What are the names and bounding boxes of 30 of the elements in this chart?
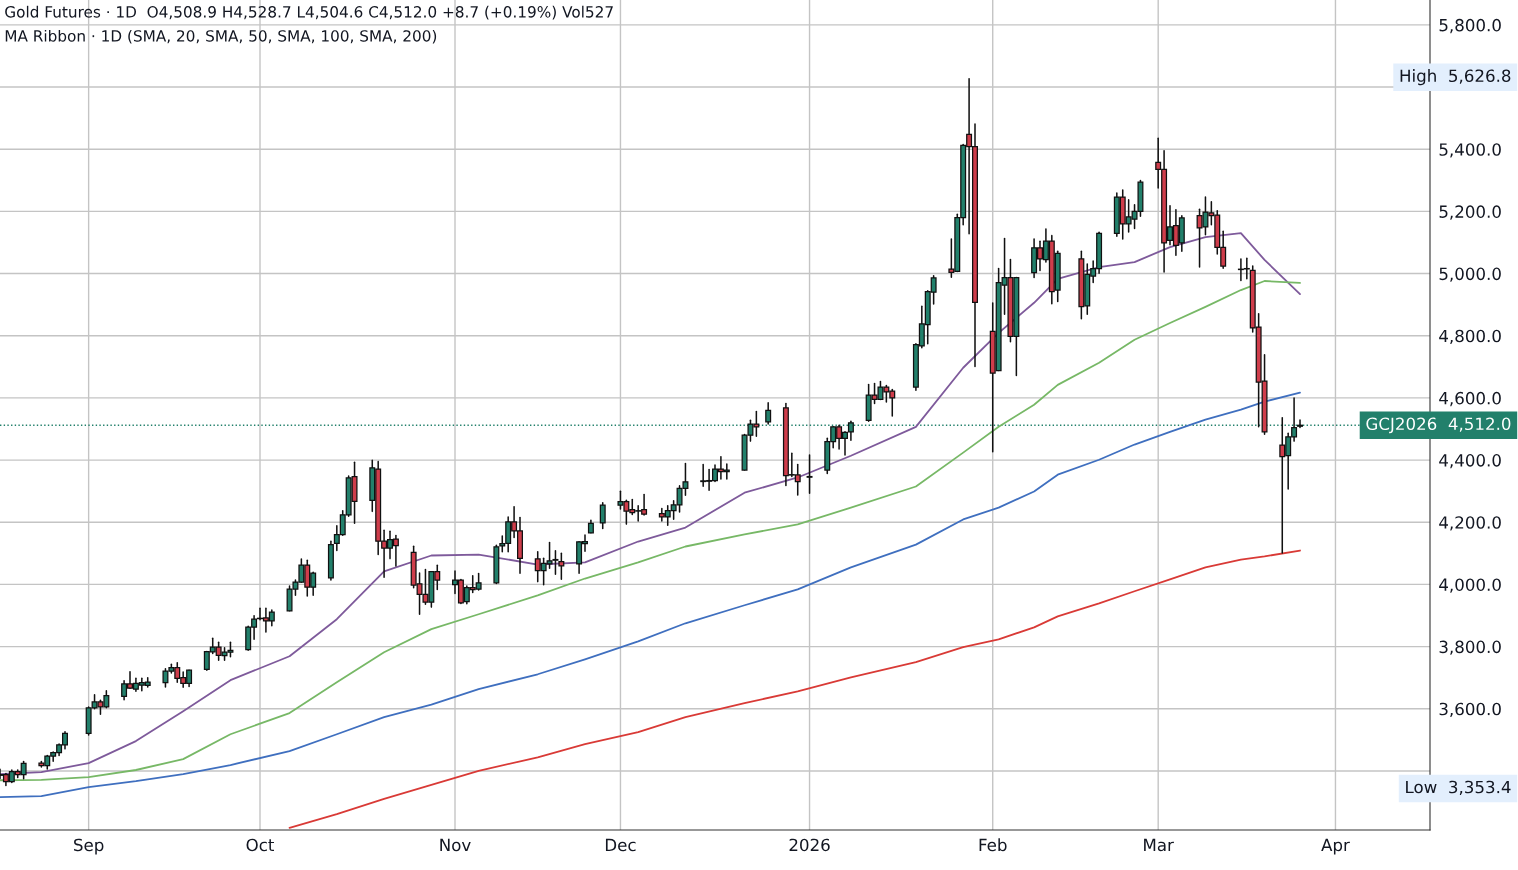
y-tick-label: 4,000.0 <box>1439 578 1501 593</box>
candlestick <box>765 402 772 425</box>
line-series <box>0 391 1301 798</box>
chart-title: Gold Futures · 1D O4,508.9 H4,528.7 L4,504.6 C4,512.0 +8.7 (+0.19%) Vol527 <box>5 5 613 20</box>
x-tick-label: Oct <box>246 838 275 852</box>
y-tick-label: 5,400.0 <box>1439 143 1501 158</box>
x-tick-label: Mar <box>1144 838 1174 852</box>
annotation: High 5,626.8 <box>1400 69 1511 86</box>
y-tick-label: 4,600.0 <box>1439 391 1501 407</box>
candlestick <box>806 454 813 495</box>
x-tick-label: Sep <box>74 838 104 855</box>
annotation: Low 3,353.4 <box>1406 780 1511 796</box>
line-series <box>288 549 1301 829</box>
y-tick-label: 4,200.0 <box>1439 516 1501 531</box>
candlestick <box>599 501 606 530</box>
y-tick-label: 3,800.0 <box>1439 640 1501 655</box>
x-tick-label: Nov <box>440 838 471 852</box>
y-tick-label: 5,200.0 <box>1439 205 1501 220</box>
y-tick-label: 4,800.0 <box>1439 329 1501 344</box>
y-tick-label: 4,400.0 <box>1439 454 1501 469</box>
x-tick-label: Feb <box>979 838 1007 852</box>
x-tick-label: Dec <box>605 838 636 852</box>
text: MA Ribbon · 1D (SMA, 20, SMA, 50, SMA, 100, SMA, 200) <box>5 29 437 44</box>
x-tick-label: 2026 <box>789 838 830 852</box>
candlestick <box>558 552 565 580</box>
y-tick-label: 3,600.0 <box>1439 702 1501 718</box>
x-tick-label: Apr <box>1321 838 1350 855</box>
y-tick-label: 5,800.0 <box>1439 18 1501 34</box>
y-tick-label: 5,000.0 <box>1439 267 1501 282</box>
ref-line-label: GCJ2026 4,512.0 <box>1366 417 1511 434</box>
